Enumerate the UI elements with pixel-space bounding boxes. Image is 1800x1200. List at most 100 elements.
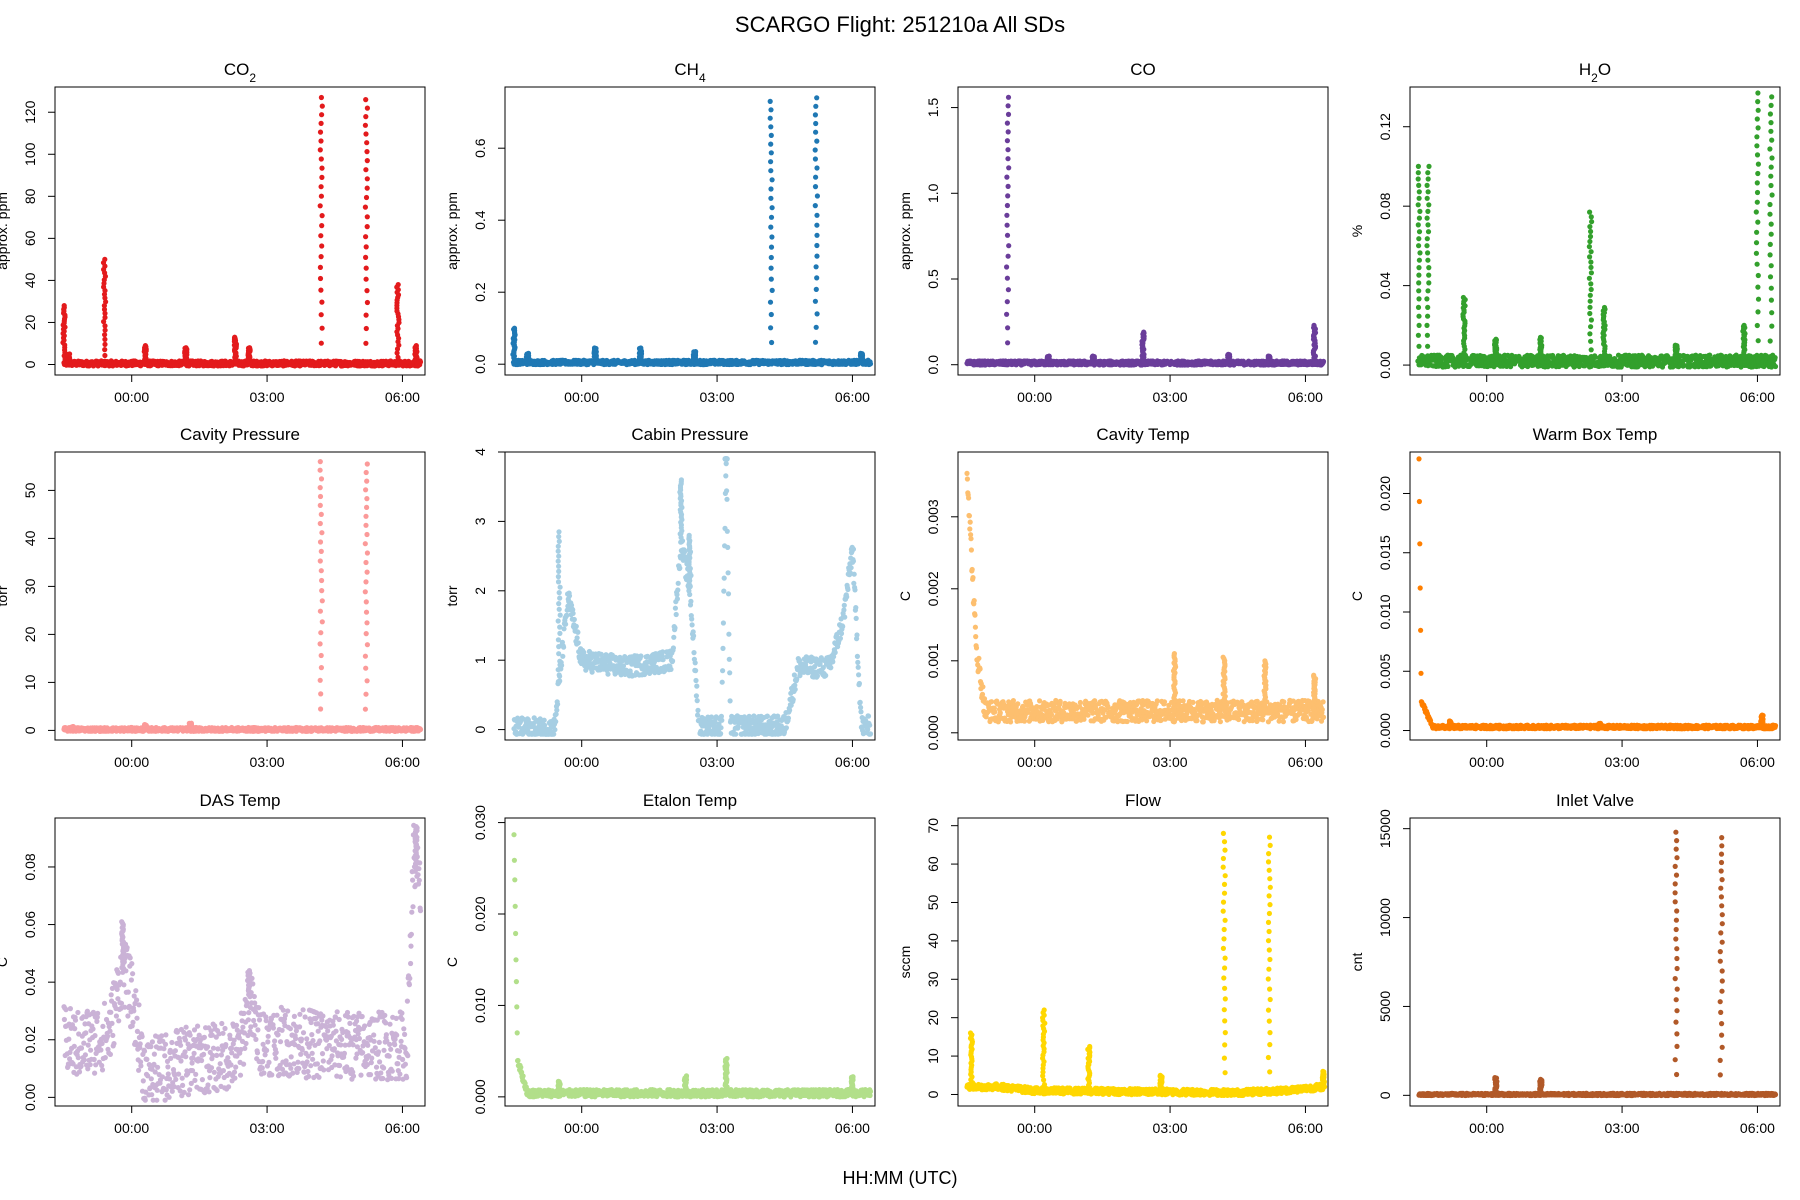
spike-point: [1754, 322, 1760, 329]
x-tick-label: 06:00: [1288, 389, 1323, 405]
y-tick-label: 30: [22, 578, 38, 594]
series-ch4: [510, 95, 874, 368]
spike-point: [768, 214, 775, 220]
spike-point: [814, 138, 820, 144]
spike-point: [768, 265, 774, 271]
spike-point: [1416, 229, 1423, 235]
spike-point: [1415, 358, 1421, 364]
spike-point: [1426, 202, 1432, 208]
spike-point: [768, 186, 774, 192]
spike-point: [1587, 238, 1593, 245]
plot-frame: [54, 451, 426, 741]
spike-point: [1005, 325, 1011, 331]
spike-point: [318, 184, 324, 190]
spike-point: [364, 140, 370, 146]
spike-point: [1416, 257, 1422, 263]
spike-point: [364, 214, 370, 220]
spike-point: [858, 350, 864, 356]
spike: [1492, 336, 1500, 364]
spike-point: [1425, 358, 1431, 364]
spike-point: [1004, 275, 1011, 281]
spike-point: [813, 129, 819, 135]
spike-point: [1741, 322, 1747, 328]
spike-point: [768, 159, 774, 165]
spike-point: [363, 265, 369, 271]
spike-point: [1493, 336, 1499, 342]
spike-point: [1415, 332, 1421, 338]
spike-point: [1769, 192, 1775, 198]
spike-point: [319, 223, 325, 229]
spike-point: [1754, 199, 1760, 205]
spike: [1672, 342, 1680, 364]
spike-point: [1425, 313, 1431, 319]
spike-point: [1755, 99, 1761, 105]
spike-point: [319, 112, 325, 118]
y-tick-label: 40: [22, 530, 38, 546]
spike-point: [525, 350, 532, 356]
panel-title: H2O: [1579, 60, 1611, 85]
x-tick-label: 06:00: [1740, 389, 1775, 405]
spike: [510, 325, 518, 365]
spike-point: [1425, 288, 1431, 294]
spike-point: [1768, 285, 1774, 291]
spike: [1537, 334, 1545, 364]
spike-point: [363, 312, 369, 318]
spike-point: [318, 360, 324, 366]
spike-point: [768, 168, 774, 174]
y-tick-label: 40: [22, 272, 38, 288]
data-point: [1772, 363, 1779, 370]
spike-point: [769, 234, 775, 240]
spike-point: [1588, 249, 1594, 255]
spike: [362, 97, 370, 366]
spike-point: [1425, 250, 1431, 256]
spike-point: [363, 340, 369, 346]
spike-point: [1587, 224, 1593, 230]
spike: [100, 256, 109, 366]
spike-point: [1424, 236, 1430, 242]
spike-point: [1754, 143, 1760, 149]
spike-point: [1755, 338, 1761, 344]
spike-point: [1601, 304, 1608, 311]
spike: [1586, 209, 1595, 364]
spike-point: [1416, 189, 1422, 195]
y-tick-label: 0.5: [925, 269, 941, 289]
spike-point: [769, 287, 775, 293]
spike-point: [1754, 152, 1761, 158]
spike-point: [1424, 215, 1430, 221]
spike-point: [1141, 329, 1147, 335]
spike-point: [1589, 219, 1595, 225]
spike-point: [768, 254, 774, 261]
spike-point: [1588, 264, 1594, 270]
y-tick-label: 0.12: [1377, 113, 1393, 140]
y-tick-label: 0: [22, 726, 38, 734]
spike-point: [1424, 182, 1430, 188]
spike-point: [363, 114, 369, 120]
spike-point: [1754, 180, 1760, 186]
spike-point: [319, 213, 325, 219]
spike-point: [1425, 208, 1431, 214]
y-tick-label: 0.04: [1377, 272, 1393, 299]
spike-point: [1416, 236, 1422, 242]
spike-point: [1415, 202, 1421, 208]
spike-point: [1462, 358, 1468, 364]
data-point: [1445, 363, 1451, 369]
spike-point: [1425, 257, 1431, 263]
data-point: [1772, 355, 1778, 361]
spike-point: [1005, 111, 1012, 117]
spike-point: [61, 303, 67, 309]
spike-point: [1424, 195, 1430, 201]
spike-point: [318, 340, 324, 346]
spike-point: [1004, 120, 1011, 126]
spike-point: [1587, 233, 1594, 240]
spike-point: [1005, 156, 1011, 162]
spike-point: [318, 120, 324, 126]
spike: [523, 350, 532, 365]
panel-title-text: H: [1579, 60, 1591, 79]
spike-point: [768, 132, 774, 138]
spike-point: [1426, 163, 1432, 169]
spike-point: [1424, 243, 1430, 249]
spike-point: [364, 288, 370, 294]
